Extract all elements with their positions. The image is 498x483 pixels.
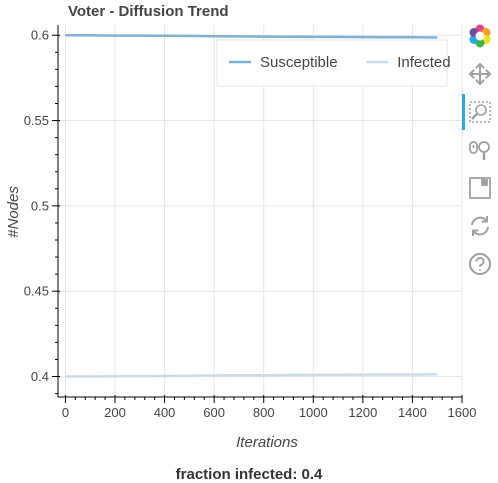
box-zoom-tool-icon[interactable] <box>466 98 494 126</box>
help-tool-icon[interactable] <box>466 250 494 278</box>
series-line-susceptible <box>65 33 438 39</box>
y-tick-label: 0.5 <box>31 198 49 213</box>
series-lines <box>65 33 438 378</box>
x-tick-label: 800 <box>253 405 275 420</box>
legend-label-infected: Infected <box>397 54 450 71</box>
legend: Susceptible Infected <box>216 39 451 87</box>
x-tick-label: 400 <box>154 405 176 420</box>
pan-tool-icon[interactable] <box>466 60 494 88</box>
y-axis-label: #Nodes <box>5 186 22 238</box>
x-tick-label: 1200 <box>348 405 377 420</box>
x-tick-label: 200 <box>104 405 126 420</box>
series-line-infected <box>65 373 438 378</box>
y-tick-label: 0.45 <box>24 284 49 299</box>
x-axis-label: Iterations <box>236 434 298 451</box>
wheel-zoom-tool-icon[interactable] <box>466 136 494 164</box>
chart-title: Voter - Diffusion Trend <box>68 3 229 20</box>
axes: 0 200 400 600 800 1000 1200 1400 1600 0.4 0.45 0.5 0… <box>24 25 477 420</box>
legend-label-susceptible: Susceptible <box>260 54 338 71</box>
x-tick-label: 1600 <box>448 405 477 420</box>
x-tick-label: 1000 <box>299 405 328 420</box>
reset-tool-icon[interactable] <box>466 212 494 240</box>
chart: Voter - Diffusion Trend 0 200 400 600 800 100… <box>5 3 477 451</box>
toolbar <box>462 22 498 292</box>
x-tick-label: 1400 <box>398 405 427 420</box>
save-tool-icon[interactable] <box>466 174 494 202</box>
y-tick-label: 0.4 <box>31 369 49 384</box>
fraction-infected-label: fraction infected: 0.4 <box>175 466 323 483</box>
x-tick-label: 600 <box>203 405 225 420</box>
y-tick-label: 0.55 <box>24 113 49 128</box>
bokeh-logo-icon[interactable] <box>466 22 494 50</box>
y-tick-label: 0.6 <box>31 28 49 43</box>
grid <box>58 25 463 397</box>
legend-box <box>216 39 448 87</box>
active-tool-indicator <box>462 94 465 130</box>
x-tick-label: 0 <box>62 405 69 420</box>
